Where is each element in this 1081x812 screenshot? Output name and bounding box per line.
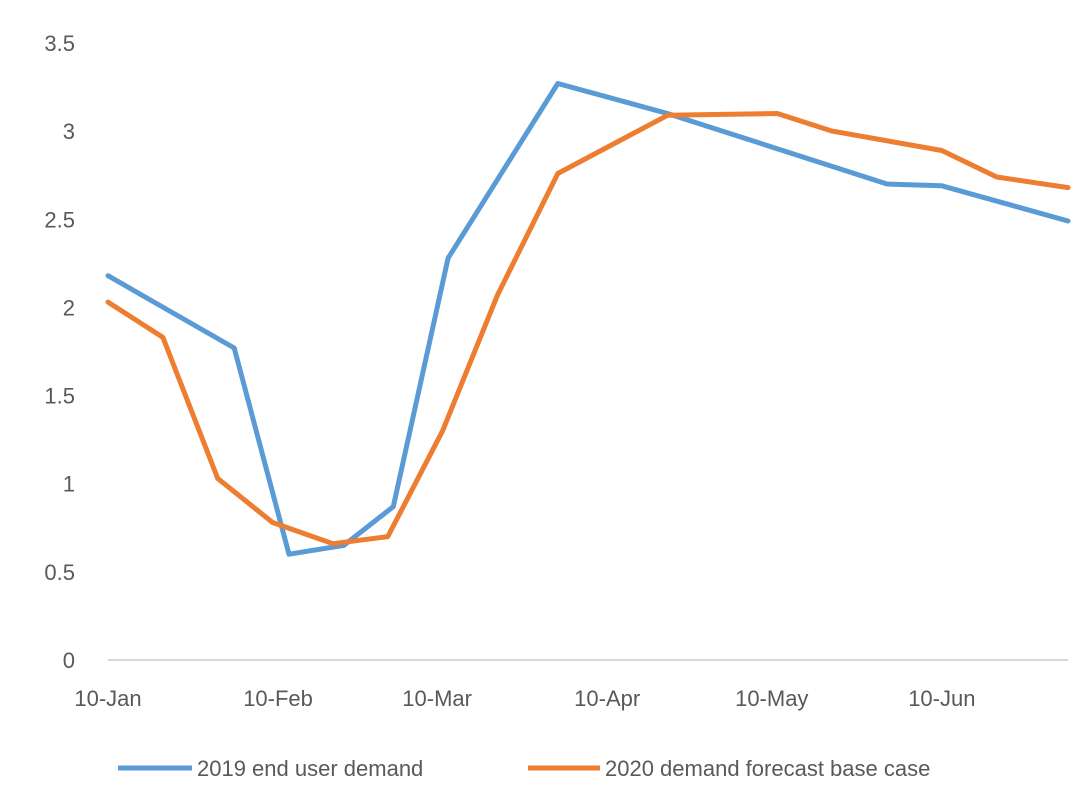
legend: 2019 end user demand 2020 demand forecast… bbox=[118, 756, 930, 781]
x-tick-label: 10-May bbox=[735, 686, 808, 711]
y-tick-label: 1.5 bbox=[44, 384, 75, 409]
x-tick-label: 10-Apr bbox=[574, 686, 640, 711]
x-tick-label: 10-Jan bbox=[74, 686, 141, 711]
x-tick-label: 10-Mar bbox=[402, 686, 472, 711]
x-tick-label: 10-Feb bbox=[243, 686, 313, 711]
series-line-2 bbox=[105, 111, 1071, 547]
y-tick-label: 0.5 bbox=[44, 560, 75, 585]
y-tick-label: 2 bbox=[63, 295, 75, 320]
series-lines bbox=[105, 81, 1071, 557]
x-axis-tick-labels: 10-Jan 10-Feb 10-Mar 10-Apr 10-May 10-Jun bbox=[74, 686, 975, 711]
y-axis-tick-labels: 0 0.5 1 1.5 2 2.5 3 3.5 bbox=[44, 31, 75, 673]
legend-label-1: 2019 end user demand bbox=[197, 756, 423, 781]
x-tick-label: 10-Jun bbox=[908, 686, 975, 711]
y-tick-label: 2.5 bbox=[44, 207, 75, 232]
y-tick-label: 1 bbox=[63, 472, 75, 497]
legend-label-2: 2020 demand forecast base case bbox=[605, 756, 930, 781]
y-tick-label: 3 bbox=[63, 119, 75, 144]
y-tick-label: 3.5 bbox=[44, 31, 75, 56]
series-line-1 bbox=[105, 81, 1071, 557]
y-tick-label: 0 bbox=[63, 648, 75, 673]
